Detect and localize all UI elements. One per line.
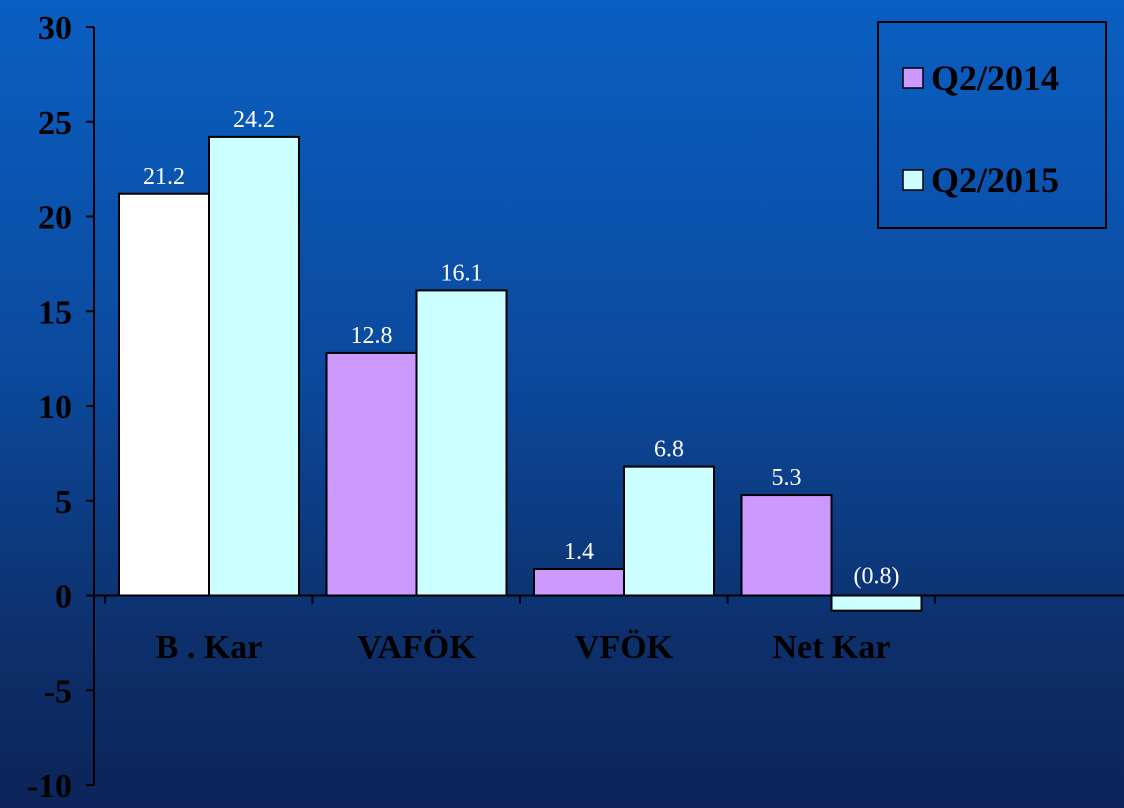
- y-tick-label: 5: [55, 484, 72, 521]
- legend-label-0: Q2/2014: [931, 58, 1059, 98]
- data-label: (0.8): [854, 564, 900, 590]
- data-label: 21.2: [143, 164, 185, 190]
- y-tick-label: 15: [38, 294, 72, 331]
- legend-swatch-0: [902, 67, 924, 89]
- y-axis-ticks: 30 25 20 15 10 5 0 -5 -10: [27, 10, 94, 805]
- legend-label-1: Q2/2015: [931, 160, 1059, 200]
- legend-swatch-1: [902, 169, 924, 191]
- bar-q2-2015-1: [415, 289, 508, 597]
- category-label: B . Kar: [156, 629, 263, 666]
- category-labels: B . Kar VAFÖK VFÖK Net Kar: [156, 629, 891, 666]
- bar-q2-2014-0: [118, 192, 210, 597]
- y-tick-label: 0: [55, 579, 72, 616]
- bar-q2-2015-2: [623, 465, 715, 597]
- y-tick-label: 25: [38, 105, 72, 142]
- category-label: VAFÖK: [357, 629, 476, 666]
- y-tick-label: 10: [38, 389, 72, 426]
- bar-q2-2015-0: [208, 135, 300, 597]
- bar-q2-2014-1: [325, 351, 418, 597]
- y-tick-label: 30: [38, 10, 72, 47]
- bar-q2-2015-3: [830, 594, 923, 612]
- y-tick-label: -10: [27, 768, 72, 805]
- legend-box: [877, 21, 1107, 229]
- category-label: VFÖK: [575, 629, 674, 666]
- category-label: Net Kar: [772, 629, 890, 666]
- y-tick-label: -5: [44, 673, 72, 710]
- y-tick-label: 20: [38, 200, 72, 237]
- data-label: 6.8: [654, 437, 684, 463]
- bar-q2-2014-3: [740, 494, 833, 597]
- data-label: 12.8: [351, 323, 393, 349]
- data-label: 5.3: [772, 465, 802, 491]
- data-labels: 21.2 24.2 12.8 16.1 1.4 6.8 5.3 (0.8): [143, 107, 899, 590]
- bars: [118, 135, 923, 612]
- bar-q2-2014-2: [533, 567, 625, 597]
- legend: Q2/2014 Q2/2015: [877, 21, 1107, 229]
- data-label: 16.1: [441, 260, 483, 286]
- data-label: 24.2: [233, 107, 275, 133]
- data-label: 1.4: [564, 539, 594, 565]
